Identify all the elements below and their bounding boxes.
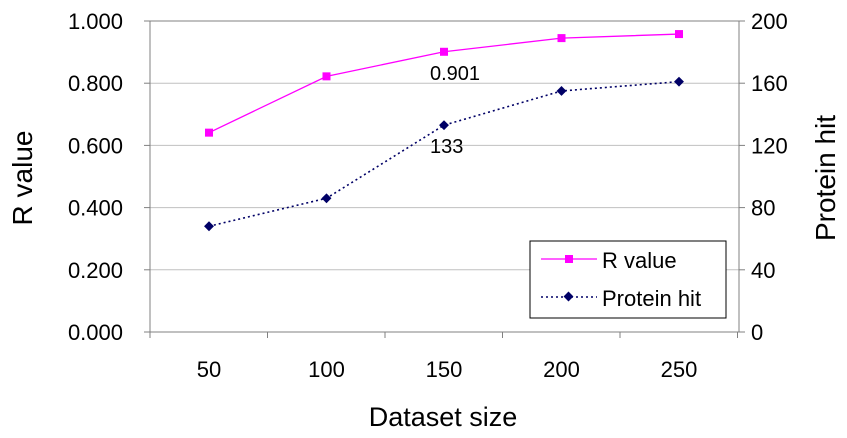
x-tick-label: 50 (197, 357, 221, 382)
y-right-tick-label: 40 (751, 258, 775, 283)
x-tick-label: 200 (543, 357, 580, 382)
legend-box (529, 240, 727, 319)
x-tick-label: 250 (661, 357, 698, 382)
legend-label-protein-hit: Protein hit (602, 286, 701, 311)
x-axis-title: Dataset size (369, 402, 518, 432)
data-point-diamond (321, 193, 332, 204)
y-right-tick-label: 80 (751, 196, 775, 221)
y-right-tick-label: 120 (751, 133, 788, 158)
legend: R value Protein hit (529, 240, 727, 319)
data-point-square (557, 34, 566, 43)
data-point-diamond (204, 221, 214, 232)
data-label: 133 (430, 136, 463, 158)
legend-label-r-value: R value (602, 248, 677, 273)
y-left-tick-label: 0.200 (68, 258, 123, 283)
data-point-square (322, 72, 331, 81)
data-point-square (440, 47, 448, 56)
annotations: 0.901 133 (430, 63, 480, 158)
data-point-diamond (556, 86, 567, 96)
y-axis-right-title: Protein hit (810, 115, 841, 241)
y-left-tick-label: 0.800 (68, 71, 123, 96)
series-line-protein-hit (208, 80, 680, 228)
data-point-diamond (439, 120, 449, 131)
y-left-tick-label: 1.000 (68, 9, 123, 34)
y-left-tick-label: 0.600 (68, 133, 123, 158)
x-tick-label: 150 (426, 357, 463, 382)
series (204, 30, 684, 232)
y-left-tick-label: 0.400 (68, 196, 123, 221)
y-right-tick-label: 200 (751, 9, 788, 34)
y-left-tick-label: 0.000 (68, 320, 123, 345)
axes: 0.000 0 0.200 40 0.400 80 0.600 120 0.800 160 1.00… (68, 9, 788, 382)
plot-area (149, 20, 740, 333)
legend-marker-square (565, 255, 573, 263)
x-tick-label: 100 (308, 357, 345, 382)
data-point-square (675, 30, 683, 39)
legend-marker-diamond (563, 291, 574, 302)
data-point-diamond (674, 76, 684, 87)
data-label: 0.901 (430, 63, 480, 85)
y-right-tick-label: 0 (751, 320, 763, 345)
y-axis-left-title: R value (7, 131, 38, 226)
data-point-square (205, 128, 213, 137)
y-right-tick-label: 160 (751, 71, 788, 96)
